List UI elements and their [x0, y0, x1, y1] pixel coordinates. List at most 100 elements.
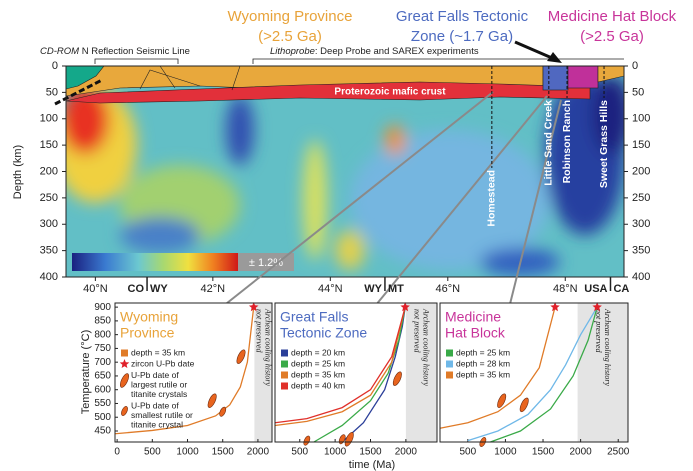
province-label: Medicine Hat Block [548, 8, 677, 25]
y-tick-label: 200 [632, 165, 650, 177]
y-tick-label: 650 [94, 371, 111, 382]
x-tick-label: 2500 [607, 447, 630, 458]
x-tick-label: 42°N [201, 283, 226, 295]
border-label: CO [128, 283, 145, 295]
site-label: Sweet Grass Hills [598, 100, 610, 188]
survey-label: CD-ROM N Reflection Seismic Line [40, 46, 190, 57]
shaded-label: not preserved [254, 309, 263, 353]
y-tick-label: 500 [94, 412, 111, 423]
y-tick-label: 400 [632, 271, 650, 283]
legend-label: U-Pb date of [131, 400, 179, 410]
y-tick-label: 600 [94, 384, 111, 395]
legend-label: largest rutile or [131, 379, 187, 389]
arrow [515, 42, 562, 63]
legend-label: depth = 35 km [291, 369, 345, 379]
y-tick-label: 350 [40, 245, 58, 257]
y-tick-label: 50 [46, 86, 58, 98]
panel-title: Medicine [445, 309, 501, 325]
legend-label: titanite crystals [131, 389, 187, 399]
x-tick-label: 1500 [212, 447, 235, 458]
x-tick-label: 0 [114, 447, 120, 458]
survey-label-part: CD-ROM [40, 46, 79, 57]
x-tick-label: 48°N [553, 283, 578, 295]
province-label: (>2.5 Ga) [580, 28, 644, 45]
legend-label: titanite crystal [131, 419, 183, 429]
panel-title: Wyoming [120, 309, 178, 325]
legend-label: U-Pb date of [131, 370, 179, 380]
shaded-label: not preserved [413, 309, 422, 353]
site-label: Robinson Ranch [561, 100, 573, 183]
legend-swatch [446, 361, 453, 368]
legend-label: depth = 28 km [456, 358, 510, 368]
survey-label-part: : Deep Probe and SAREX experiments [315, 46, 479, 57]
y-tick-label: 0 [52, 60, 58, 72]
province-label: Great Falls Tectonic [396, 8, 529, 25]
legend-swatch [281, 372, 288, 379]
x-tick-label: 44°N [318, 283, 343, 295]
x-tick-label: 500 [144, 447, 161, 458]
province-label: Zone (~1.7 Ga) [411, 28, 513, 45]
x-axis-label: time (Ma) [349, 459, 395, 471]
border-label: CA [613, 283, 629, 295]
survey-label: Lithoprobe: Deep Probe and SAREX experim… [270, 46, 479, 57]
legend-swatch [446, 350, 453, 357]
province-label: Wyoming Province [228, 8, 353, 25]
colorbar [72, 253, 238, 271]
shaded-label: Archean cooling history [263, 308, 272, 386]
legend-swatch [281, 350, 288, 357]
panel-title: Great Falls [280, 309, 348, 325]
legend-label: depth = 35 km [131, 347, 185, 357]
panel-title: Tectonic Zone [280, 325, 367, 341]
border-label: WY [150, 283, 168, 295]
y-tick-label: 50 [632, 86, 644, 98]
x-tick-label: 1000 [176, 447, 199, 458]
x-tick-label: 1500 [532, 447, 555, 458]
y-tick-label: 100 [40, 113, 58, 125]
figure: ± 1.2% Depth (km) Proterozoic mafic crus… [0, 0, 693, 471]
y-tick-label: 400 [40, 271, 58, 283]
province-label: (>2.5 Ga) [258, 28, 322, 45]
crust-label: Proterozoic mafic crust [334, 87, 446, 98]
shaded-label: Archean cooling history [603, 308, 612, 386]
x-tick-label: 46°N [436, 283, 461, 295]
panel-title: Province [120, 325, 175, 341]
y-tick-label: 800 [94, 329, 111, 340]
y-tick-label: 150 [632, 139, 650, 151]
site-label: Little Sand Creek [543, 100, 555, 186]
y-tick-label: 850 [94, 316, 111, 327]
legend-swatch [121, 350, 128, 357]
legend-label: zircon U-Pb date [131, 358, 195, 368]
y-tick-label: 250 [632, 192, 650, 204]
legend-label: depth = 20 km [291, 347, 345, 357]
legend-swatch [281, 383, 288, 390]
y-tick-label: 300 [40, 218, 58, 230]
y-tick-label: 450 [94, 426, 111, 437]
y-tick-label: 550 [94, 398, 111, 409]
x-tick-label: 500 [459, 447, 476, 458]
x-tick-label: 500 [291, 447, 308, 458]
x-tick-label: 40°N [83, 283, 108, 295]
border-label: USA [584, 283, 607, 295]
x-tick-label: 1000 [324, 447, 347, 458]
site-label: Homestead [486, 170, 498, 227]
border-label: MT [388, 283, 404, 295]
y-tick-label: 300 [632, 218, 650, 230]
survey-brackets [95, 59, 624, 64]
x-tick-label: 2000 [395, 447, 418, 458]
panel-title: Hat Block [445, 325, 506, 341]
x-tick-label: 2000 [569, 447, 592, 458]
x-tick-label: 1500 [359, 447, 382, 458]
legend-label: smallest rutile or [131, 410, 193, 420]
y-tick-label: 700 [94, 357, 111, 368]
legend-label: depth = 25 km [291, 358, 345, 368]
legend-label: depth = 35 km [456, 369, 510, 379]
legend-label: depth = 25 km [456, 347, 510, 357]
legend-label: depth = 40 km [291, 380, 345, 390]
y-tick-label: 150 [40, 139, 58, 151]
survey-label-part: Lithoprobe [270, 46, 315, 57]
border-label: WY [364, 283, 382, 295]
y-tick-label: 0 [632, 60, 638, 72]
shaded-label: Archean cooling history [422, 308, 431, 386]
legend-swatch [446, 372, 453, 379]
x-tick-label: 1000 [494, 447, 517, 458]
